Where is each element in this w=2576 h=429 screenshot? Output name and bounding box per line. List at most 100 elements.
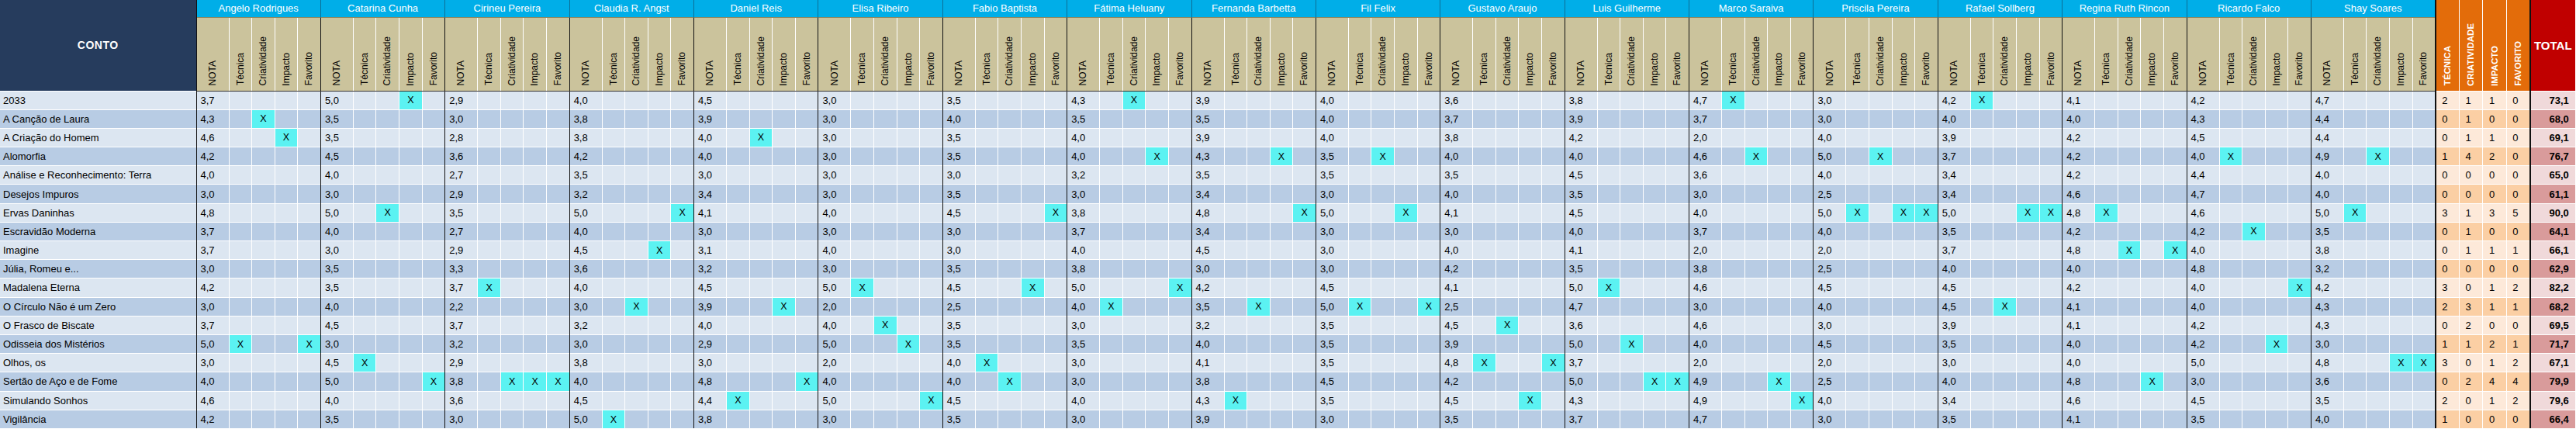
mark-cell-impacto[interactable] — [2265, 410, 2288, 428]
mark-cell-impacto[interactable] — [2141, 316, 2164, 334]
mark-cell-criatividade[interactable] — [252, 297, 275, 316]
mark-cell-tecnica[interactable] — [1473, 109, 1496, 128]
mark-cell-favorito[interactable] — [2039, 372, 2063, 391]
mark-cell-criatividade[interactable]: X — [1993, 297, 2017, 316]
mark-cell-favorito[interactable] — [1790, 410, 1814, 428]
mark-cell-tecnica[interactable] — [1473, 391, 1496, 410]
mark-cell-impacto[interactable] — [1395, 147, 1418, 166]
mark-cell-impacto[interactable] — [1892, 334, 1915, 353]
mark-cell-criatividade[interactable] — [500, 410, 524, 428]
mark-cell-impacto[interactable]: X — [399, 91, 423, 109]
mark-cell-criatividade[interactable]: X — [873, 316, 897, 334]
mark-cell-criatividade[interactable] — [1247, 91, 1271, 109]
mark-cell-impacto[interactable] — [1395, 410, 1418, 428]
conto-cell[interactable]: Odisseia dos Mistérios — [0, 334, 196, 353]
mark-cell-tecnica[interactable] — [353, 391, 376, 410]
mark-cell-criatividade[interactable] — [2118, 166, 2141, 185]
nota-cell[interactable]: 4,2 — [2063, 147, 2095, 166]
nota-cell[interactable]: 3,0 — [818, 109, 851, 128]
summary-count-cell[interactable]: 2 — [2483, 147, 2507, 166]
mark-cell-favorito[interactable] — [1790, 260, 1814, 279]
mark-cell-impacto[interactable] — [275, 354, 298, 372]
mark-cell-favorito[interactable] — [2412, 316, 2436, 334]
mark-cell-criatividade[interactable] — [1495, 279, 1519, 297]
mark-cell-tecnica[interactable] — [353, 297, 376, 316]
mark-cell-impacto[interactable] — [897, 391, 920, 410]
mark-cell-tecnica[interactable] — [975, 185, 998, 203]
mark-cell-favorito[interactable] — [2039, 185, 2063, 203]
mark-cell-impacto[interactable] — [2016, 185, 2039, 203]
nota-cell[interactable]: 3,0 — [1067, 185, 1100, 203]
mark-cell-criatividade[interactable] — [625, 109, 648, 128]
summary-count-cell[interactable]: 1 — [2506, 334, 2530, 353]
mark-cell-tecnica[interactable] — [851, 372, 874, 391]
mark-cell-impacto[interactable] — [1146, 316, 1169, 334]
mark-cell-impacto[interactable] — [2265, 260, 2288, 279]
mark-cell-favorito[interactable] — [298, 166, 321, 185]
mark-cell-impacto[interactable] — [1270, 241, 1293, 260]
mark-cell-favorito[interactable] — [1666, 147, 1689, 166]
mark-cell-impacto[interactable] — [275, 222, 298, 240]
mark-cell-criatividade[interactable] — [1993, 391, 2017, 410]
mark-cell-favorito[interactable] — [1542, 334, 1565, 353]
nota-cell[interactable]: 3,9 — [1191, 91, 1224, 109]
mark-cell-tecnica[interactable] — [1970, 109, 1993, 128]
mark-cell-favorito[interactable] — [422, 241, 445, 260]
mark-cell-criatividade[interactable] — [873, 203, 897, 222]
nota-cell[interactable]: 4,0 — [1938, 372, 1970, 391]
mark-cell-criatividade[interactable] — [1869, 241, 1892, 260]
mark-cell-criatividade[interactable] — [2367, 128, 2390, 147]
mark-cell-favorito[interactable] — [1790, 372, 1814, 391]
mark-cell-tecnica[interactable] — [851, 222, 874, 240]
mark-cell-tecnica[interactable] — [478, 128, 501, 147]
mark-cell-criatividade[interactable]: X — [1495, 316, 1519, 334]
mark-cell-tecnica[interactable] — [1970, 185, 1993, 203]
mark-cell-criatividade[interactable] — [2242, 279, 2266, 297]
mark-cell-impacto[interactable] — [2390, 316, 2413, 334]
mark-cell-impacto[interactable] — [1643, 316, 1666, 334]
mark-cell-impacto[interactable] — [1892, 316, 1915, 334]
mark-cell-impacto[interactable] — [1146, 185, 1169, 203]
mark-cell-impacto[interactable] — [1892, 354, 1915, 372]
mark-cell-impacto[interactable] — [1892, 372, 1915, 391]
nota-cell[interactable]: 3,9 — [1440, 334, 1473, 353]
mark-cell-favorito[interactable] — [2288, 109, 2311, 128]
nota-cell[interactable]: 2,9 — [694, 334, 727, 353]
mark-cell-criatividade[interactable] — [1371, 354, 1395, 372]
nota-cell[interactable]: 3,9 — [1938, 128, 1970, 147]
mark-cell-criatividade[interactable] — [1869, 391, 1892, 410]
mark-cell-favorito[interactable]: X — [920, 391, 943, 410]
nota-cell[interactable]: 3,8 — [445, 372, 478, 391]
mark-cell-criatividade[interactable] — [1495, 203, 1519, 222]
summary-count-cell[interactable]: 0 — [2506, 410, 2530, 428]
mark-cell-favorito[interactable] — [1417, 91, 1440, 109]
mark-cell-favorito[interactable] — [1168, 354, 1191, 372]
mark-cell-favorito[interactable] — [1417, 109, 1440, 128]
mark-cell-favorito[interactable] — [2412, 166, 2436, 185]
mark-cell-tecnica[interactable] — [1722, 279, 1745, 297]
mark-cell-impacto[interactable] — [275, 391, 298, 410]
mark-cell-tecnica[interactable] — [602, 91, 625, 109]
nota-cell[interactable]: 4,0 — [320, 166, 353, 185]
mark-cell-impacto[interactable] — [2390, 391, 2413, 410]
nota-cell[interactable]: 2,9 — [445, 241, 478, 260]
mark-cell-impacto[interactable] — [1270, 316, 1293, 334]
conto-cell[interactable]: Simulando Sonhos — [0, 391, 196, 410]
mark-cell-favorito[interactable] — [2039, 260, 2063, 279]
mark-cell-favorito[interactable] — [1044, 128, 1067, 147]
summary-count-cell[interactable]: 0 — [2506, 128, 2530, 147]
mark-cell-criatividade[interactable] — [252, 260, 275, 279]
mark-cell-tecnica[interactable] — [1722, 372, 1745, 391]
mark-cell-criatividade[interactable] — [500, 241, 524, 260]
mark-cell-favorito[interactable] — [298, 147, 321, 166]
nota-cell[interactable]: 4,6 — [196, 391, 229, 410]
nota-cell[interactable]: 4,2 — [196, 410, 229, 428]
mark-cell-impacto[interactable] — [399, 297, 423, 316]
mark-cell-impacto[interactable] — [2141, 109, 2164, 128]
mark-cell-criatividade[interactable] — [1495, 91, 1519, 109]
mark-cell-tecnica[interactable] — [727, 222, 750, 240]
mark-cell-impacto[interactable] — [1270, 109, 1293, 128]
mark-cell-criatividade[interactable] — [873, 334, 897, 353]
nota-cell[interactable]: 4,8 — [2063, 241, 2095, 260]
mark-cell-tecnica[interactable] — [1970, 128, 1993, 147]
